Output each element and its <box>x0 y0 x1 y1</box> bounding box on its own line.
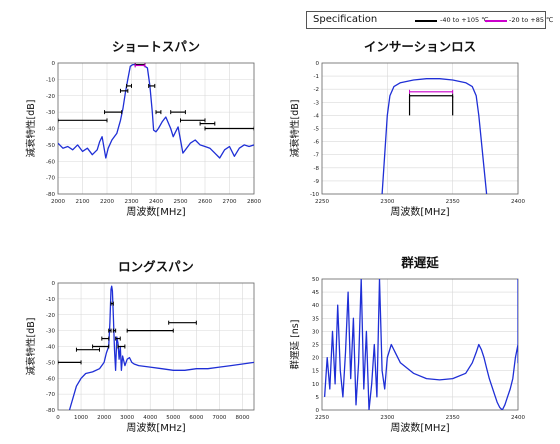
legend-title: Specification <box>313 14 378 25</box>
y-tick-label: -6 <box>314 140 320 146</box>
x-tick-label: 2400 <box>511 415 525 421</box>
plot-frame <box>321 62 519 195</box>
plot-area <box>58 63 254 159</box>
y-tick-label: -30 <box>46 329 55 335</box>
y-axis-label: 減衰特性[dB] <box>25 318 37 376</box>
x-tick-label: 1000 <box>74 415 88 421</box>
y-tick-label: -5 <box>314 127 320 133</box>
y-tick-label: 35 <box>312 316 319 322</box>
chart-3: 0 1000 2000 3000 4000 5000 6000 7000 8000 0 -10 -20… <box>25 259 255 434</box>
plot-frame <box>57 282 255 411</box>
y-tick-label: -80 <box>46 192 55 198</box>
y-tick-label: 0 <box>52 281 56 287</box>
y-tick-label: 15 <box>312 369 319 375</box>
y-tick-label: 40 <box>312 303 319 309</box>
y-tick-label: 20 <box>312 356 319 362</box>
y-tick-label: -60 <box>46 376 55 382</box>
x-tick-label: 2350 <box>446 199 460 205</box>
x-tick-label: 5000 <box>166 415 180 421</box>
y-tick-label: -20 <box>46 94 55 100</box>
y-tick-label: 10 <box>312 382 319 388</box>
x-tick-label: 4000 <box>143 415 157 421</box>
chart-2: 2250 2300 2350 2400 0 -1 -2 -3 -4 -5 -6 -7 -8 -9 -10 イン… <box>289 39 525 218</box>
y-tick-label: -60 <box>46 159 55 165</box>
x-tick-label: 2500 <box>174 199 188 205</box>
y-tick-label: -40 <box>46 345 55 351</box>
x-tick-label: 2000 <box>51 199 65 205</box>
x-tick-label: 7000 <box>212 415 226 421</box>
x-tick-label: 6000 <box>189 415 203 421</box>
series-line <box>68 285 254 410</box>
chart-title: ショートスパン <box>112 39 200 54</box>
y-tick-label: -3 <box>314 100 320 106</box>
y-tick-label: 0 <box>52 61 56 67</box>
y-tick-label: -9 <box>314 179 320 185</box>
series-line <box>58 63 254 159</box>
y-axis-label: 減衰特性[dB] <box>25 100 37 158</box>
legend-label-black: -40 to +105 ℃ <box>440 16 489 24</box>
y-tick-label: -10 <box>46 77 55 83</box>
y-tick-label: 5 <box>316 395 320 401</box>
x-tick-label: 8000 <box>235 415 249 421</box>
y-tick-label: 45 <box>312 290 319 296</box>
y-tick-label: -30 <box>46 110 55 116</box>
y-tick-label: -2 <box>314 87 319 93</box>
plot-area <box>323 279 518 410</box>
y-tick-label: -70 <box>46 392 55 398</box>
chart-title: 群遅延 <box>400 255 439 270</box>
x-tick-label: 2400 <box>149 199 163 205</box>
x-tick-label: 2250 <box>315 199 329 205</box>
x-tick-label: 2200 <box>100 199 114 205</box>
x-tick-label: 2350 <box>446 415 460 421</box>
y-axis-label: 減衰特性[dB] <box>289 100 301 158</box>
chart-1: 2000 2100 2200 2300 2400 2500 2600 2700 2800 0 -10… <box>25 39 261 218</box>
y-tick-label: 0 <box>316 61 320 67</box>
y-axis-label: 群遅延 [ns] <box>289 320 301 370</box>
y-tick-label: -10 <box>310 192 319 198</box>
x-tick-label: 2600 <box>198 199 212 205</box>
x-tick-label: 2300 <box>125 199 139 205</box>
legend-label-magenta: -20 to +85 ℃ <box>509 16 554 24</box>
y-tick-label: -70 <box>46 176 55 182</box>
y-tick-label: -1 <box>314 74 319 80</box>
y-tick-label: 25 <box>312 343 319 349</box>
x-tick-label: 2000 <box>97 415 111 421</box>
y-tick-label: -8 <box>314 166 320 172</box>
x-axis-label: 周波数[MHz] <box>390 205 449 218</box>
chart-title: ロングスパン <box>118 259 194 274</box>
chart-title: インサーションロス <box>364 39 476 54</box>
y-tick-label: -4 <box>314 113 320 119</box>
y-tick-label: 0 <box>316 408 320 414</box>
y-tick-label: -10 <box>46 297 55 303</box>
x-tick-label: 2700 <box>223 199 237 205</box>
x-tick-label: 2250 <box>315 415 329 421</box>
plot-area <box>381 78 488 194</box>
y-tick-label: -7 <box>314 153 320 159</box>
y-tick-label: -40 <box>46 127 55 133</box>
x-tick-label: 2400 <box>511 199 525 205</box>
legend: Specification -40 to +105 ℃ -20 to +85 ℃ <box>306 11 553 29</box>
legend-swatch-magenta <box>485 20 507 22</box>
y-tick-label: -50 <box>46 360 55 366</box>
x-tick-label: 2800 <box>247 199 261 205</box>
x-tick-label: 2300 <box>380 199 394 205</box>
x-axis-label: 周波数[MHz] <box>390 421 449 434</box>
x-tick-label: 2300 <box>380 415 394 421</box>
x-tick-label: 2100 <box>76 199 90 205</box>
x-tick-label: 0 <box>56 415 60 421</box>
y-tick-label: 30 <box>312 329 319 335</box>
y-tick-label: -80 <box>46 408 55 414</box>
plot-area <box>58 285 254 410</box>
x-tick-label: 3000 <box>120 415 134 421</box>
y-tick-label: 50 <box>312 277 319 283</box>
y-tick-label: -50 <box>46 143 55 149</box>
x-axis-label: 周波数[MHz] <box>126 205 185 218</box>
series-line <box>381 78 488 194</box>
series-line <box>323 279 518 410</box>
y-tick-label: -20 <box>46 313 55 319</box>
x-axis-label: 周波数[MHz] <box>126 421 185 434</box>
legend-swatch-black <box>415 20 437 22</box>
chart-4: 2250 2300 2350 2400 0 5 10 15 20 25 30 35 40 45 50 群遅延周… <box>289 255 525 434</box>
